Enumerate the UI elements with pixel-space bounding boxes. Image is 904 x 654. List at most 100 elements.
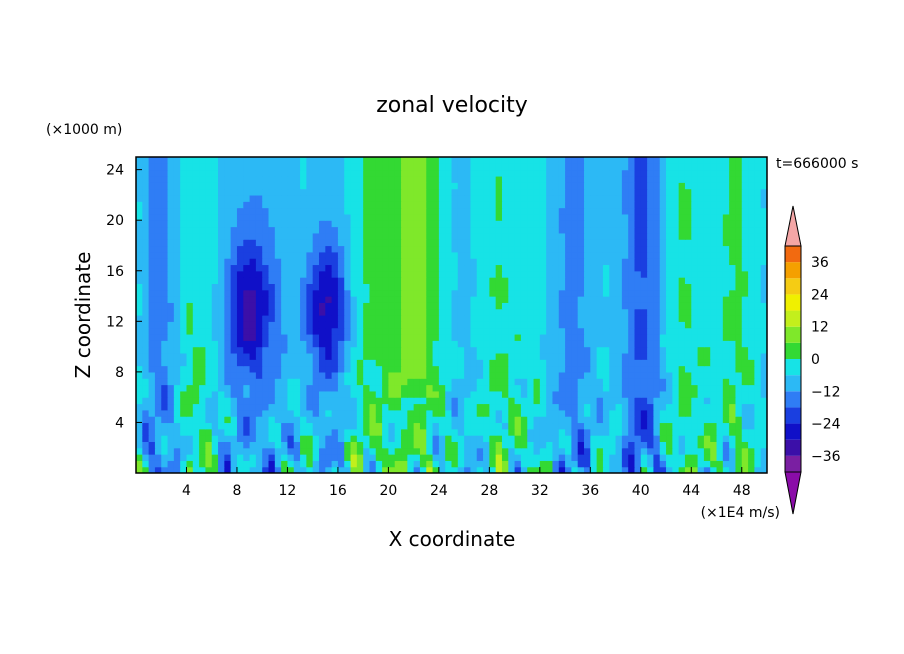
field-cell: [293, 264, 301, 272]
field-cell: [249, 409, 257, 417]
field-cell: [602, 239, 610, 247]
field-cell: [281, 194, 289, 202]
field-cell: [350, 163, 358, 171]
field-cell: [325, 346, 333, 354]
field-cell: [653, 239, 661, 247]
field-cell: [527, 213, 535, 221]
field-cell: [710, 403, 718, 411]
field-cell: [659, 251, 667, 259]
field-cell: [325, 239, 333, 247]
field-cell: [249, 371, 257, 379]
field-cell: [640, 220, 648, 228]
field-cell: [565, 365, 572, 373]
field-cell: [464, 289, 472, 297]
field-cell: [243, 220, 251, 228]
field-cell: [148, 359, 156, 367]
field-cell: [716, 460, 724, 468]
field-cell: [249, 201, 257, 209]
field-cell: [344, 403, 352, 411]
field-cell: [407, 163, 415, 171]
field-cell: [615, 258, 623, 266]
field-cell: [287, 340, 295, 348]
field-cell: [432, 270, 440, 278]
field-cell: [382, 251, 389, 259]
field-cell: [666, 422, 673, 430]
field-cell: [306, 441, 314, 449]
field-cell: [590, 188, 598, 196]
field-cell: [218, 296, 225, 303]
field-cell: [628, 232, 636, 240]
field-cell: [533, 378, 541, 386]
field-cell: [375, 157, 383, 164]
field-cell: [653, 422, 661, 430]
field-cell: [382, 289, 389, 297]
field-cell: [647, 220, 655, 228]
field-cell: [287, 352, 295, 360]
field-cell: [394, 188, 402, 196]
field-cell: [571, 157, 579, 164]
field-cell: [464, 207, 472, 215]
field-cell: [154, 403, 162, 411]
field-cell: [375, 327, 383, 335]
field-cell: [186, 201, 194, 209]
field-cell: [419, 182, 427, 190]
field-cell: [438, 460, 446, 468]
field-cell: [666, 232, 673, 240]
field-cell: [653, 226, 661, 234]
field-cell: [224, 384, 232, 392]
field-cell: [337, 466, 345, 473]
field-cell: [628, 416, 636, 424]
field-cell: [678, 422, 686, 430]
field-cell: [432, 283, 440, 291]
field-cell: [180, 365, 188, 373]
field-cell: [154, 296, 162, 303]
field-cell: [672, 207, 680, 215]
field-cell: [533, 258, 541, 266]
field-cell: [438, 321, 446, 329]
field-cell: [255, 277, 263, 284]
field-cell: [546, 201, 554, 209]
field-cell: [419, 175, 427, 183]
field-cell: [180, 207, 188, 215]
field-cell: [684, 422, 692, 430]
field-cell: [262, 251, 270, 259]
field-cell: [262, 327, 270, 335]
field-cell: [262, 447, 270, 455]
field-cell: [249, 333, 257, 341]
field-cell: [344, 435, 352, 442]
field-cell: [666, 213, 673, 221]
field-cell: [691, 302, 699, 310]
field-cell: [501, 466, 509, 473]
field-cell: [230, 226, 238, 234]
field-cell: [666, 157, 673, 164]
field-cell: [243, 302, 251, 310]
field-cell: [432, 441, 440, 449]
field-cell: [375, 188, 383, 196]
field-cell: [363, 352, 371, 360]
field-cell: [432, 251, 440, 259]
field-cell: [615, 207, 623, 215]
field-cell: [249, 251, 257, 259]
field-cell: [754, 315, 762, 322]
field-cell: [558, 384, 566, 392]
field-cell: [173, 371, 181, 379]
field-cell: [558, 264, 566, 272]
field-cell: [318, 340, 326, 348]
field-cell: [672, 409, 680, 417]
field-cell: [293, 175, 301, 183]
field-cell: [363, 245, 371, 253]
field-cell: [501, 175, 509, 183]
field-cell: [274, 296, 282, 303]
field-cell: [754, 352, 762, 360]
field-cell: [167, 251, 175, 259]
field-cell: [375, 378, 383, 386]
field-cell: [136, 296, 143, 303]
field-cell: [672, 333, 680, 341]
field-cell: [640, 422, 648, 430]
field-cell: [445, 302, 453, 310]
field-cell: [161, 435, 169, 442]
field-cell: [684, 182, 692, 190]
field-cell: [148, 169, 156, 177]
field-cell: [142, 359, 150, 367]
field-cell: [205, 232, 213, 240]
